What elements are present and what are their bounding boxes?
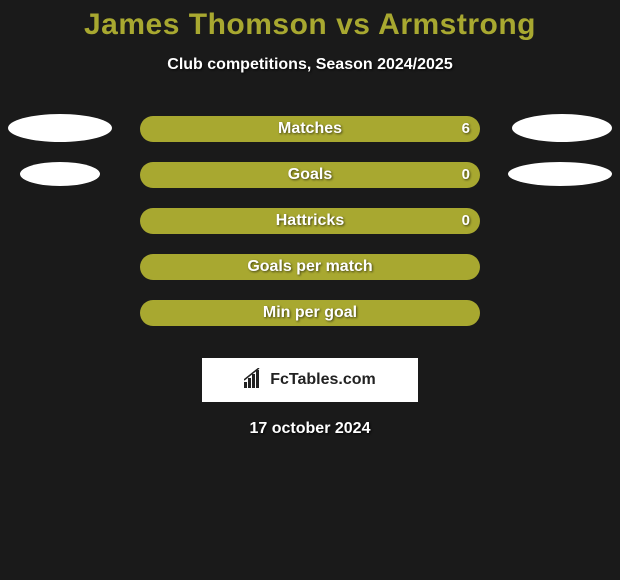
subtitle: Club competitions, Season 2024/2025	[0, 56, 620, 74]
stat-label: Hattricks	[140, 208, 480, 234]
stat-bar: Goals per match	[140, 254, 480, 280]
stat-row-min-per-goal: Min per goal	[0, 300, 620, 346]
player2-ellipse	[512, 114, 612, 142]
chart-icon	[244, 368, 266, 393]
stat-label: Goals per match	[140, 254, 480, 280]
stat-value-right: 0	[462, 162, 470, 188]
player2-ellipse	[508, 162, 612, 186]
date-label: 17 october 2024	[0, 420, 620, 438]
stat-bar: Min per goal	[140, 300, 480, 326]
stat-value-right: 0	[462, 208, 470, 234]
stat-row-matches: Matches 6	[0, 116, 620, 162]
comparison-card: James Thomson vs Armstrong Club competit…	[0, 0, 620, 438]
brand-box[interactable]: FcTables.com	[202, 358, 418, 402]
stat-row-goals-per-match: Goals per match	[0, 254, 620, 300]
stat-bar: Hattricks 0	[140, 208, 480, 234]
player1-ellipse	[20, 162, 100, 186]
player1-ellipse	[8, 114, 112, 142]
stat-row-goals: Goals 0	[0, 162, 620, 208]
stat-label: Matches	[140, 116, 480, 142]
stat-label: Min per goal	[140, 300, 480, 326]
stat-row-hattricks: Hattricks 0	[0, 208, 620, 254]
page-title: James Thomson vs Armstrong	[0, 0, 620, 42]
stats-area: Matches 6 Goals 0 Hattricks 0	[0, 116, 620, 346]
brand-label: FcTables.com	[270, 371, 376, 389]
stat-value-right: 6	[462, 116, 470, 142]
stat-label: Goals	[140, 162, 480, 188]
stat-bar: Matches 6	[140, 116, 480, 142]
stat-bar: Goals 0	[140, 162, 480, 188]
